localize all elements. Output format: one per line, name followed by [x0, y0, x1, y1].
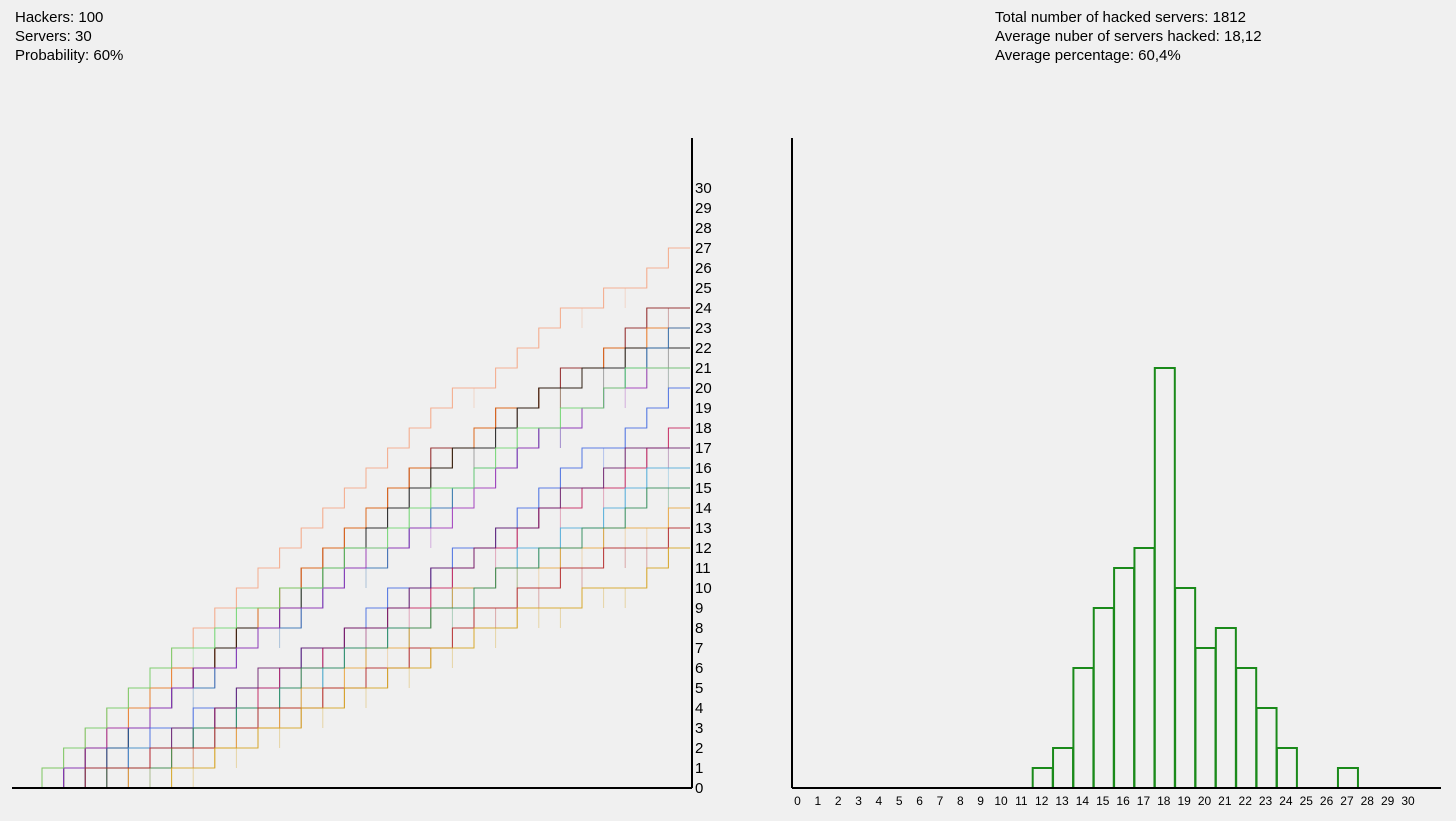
- paths-y-tick-12: 12: [695, 540, 712, 557]
- histogram-bar-21: [1214, 627, 1237, 789]
- hacker-path-13: [42, 487, 690, 789]
- histogram-x-tick-30: 30: [1401, 794, 1415, 808]
- histogram-x-tick-19: 19: [1177, 794, 1191, 808]
- run-parameters: Hackers: 100 Servers: 30 Probability: 60…: [15, 8, 123, 65]
- paths-y-tick-11: 11: [695, 560, 711, 577]
- paths-y-tick-10: 10: [695, 580, 712, 597]
- histogram-x-tick-5: 5: [896, 794, 903, 808]
- paths-y-tick-23: 23: [695, 320, 712, 337]
- paths-y-tick-1: 1: [695, 760, 703, 777]
- hacker-path-6: [42, 367, 690, 789]
- histogram-x-tick-24: 24: [1279, 794, 1293, 808]
- paths-y-tick-15: 15: [695, 480, 712, 497]
- paths-y-tick-17: 17: [695, 440, 712, 457]
- histogram-x-tick-27: 27: [1340, 794, 1354, 808]
- hacker-paths-chart: 0123456789101112131415161718192021222324…: [12, 138, 712, 797]
- average-percentage: Average percentage: 60,4%: [995, 47, 1181, 64]
- histogram-bar-12: [1031, 767, 1054, 789]
- histogram-bar-22: [1235, 667, 1258, 789]
- hacker-path-7: [41, 367, 690, 788]
- histogram-x-tick-29: 29: [1381, 794, 1395, 808]
- paths-y-tick-2: 2: [695, 740, 703, 757]
- paths-y-tick-6: 6: [695, 660, 703, 677]
- paths-y-tick-0: 0: [695, 780, 703, 797]
- histogram-bar-15: [1092, 607, 1115, 789]
- paths-y-tick-5: 5: [695, 680, 703, 697]
- total-hacked-servers: Total number of hacked servers: 1812: [995, 9, 1246, 26]
- histogram-x-tick-25: 25: [1300, 794, 1314, 808]
- histogram-x-tick-21: 21: [1218, 794, 1232, 808]
- histogram-x-tick-28: 28: [1361, 794, 1375, 808]
- histogram-bar-13: [1052, 747, 1075, 789]
- hackers-count: Hackers: 100: [15, 9, 104, 26]
- paths-y-tick-28: 28: [695, 220, 712, 237]
- servers-count: Servers: 30: [15, 28, 92, 45]
- histogram-bar-14: [1072, 667, 1095, 789]
- histogram-x-tick-7: 7: [937, 794, 944, 808]
- hacker-path-15: [42, 547, 690, 789]
- paths-y-tick-9: 9: [695, 600, 703, 617]
- histogram-x-tick-3: 3: [855, 794, 862, 808]
- histogram-x-tick-6: 6: [916, 794, 923, 808]
- histogram-bar-24: [1275, 747, 1298, 789]
- histogram-x-tick-20: 20: [1198, 794, 1212, 808]
- paths-y-tick-21: 21: [695, 360, 712, 377]
- histogram-bar-23: [1255, 707, 1278, 789]
- histogram-x-tick-4: 4: [876, 794, 883, 808]
- paths-y-tick-25: 25: [695, 280, 712, 297]
- histogram-bar-27: [1336, 767, 1359, 789]
- paths-y-tick-27: 27: [695, 240, 712, 257]
- histogram-x-tick-18: 18: [1157, 794, 1171, 808]
- histogram-bar-20: [1194, 647, 1217, 789]
- histogram-x-tick-12: 12: [1035, 794, 1049, 808]
- paths-y-tick-16: 16: [695, 460, 712, 477]
- histogram-bar-16: [1113, 567, 1136, 789]
- paths-y-tick-29: 29: [695, 200, 712, 217]
- histogram-bar-19: [1174, 587, 1197, 789]
- paths-y-tick-19: 19: [695, 400, 712, 417]
- histogram-x-tick-8: 8: [957, 794, 964, 808]
- paths-y-tick-20: 20: [695, 380, 712, 397]
- paths-y-tick-24: 24: [695, 300, 712, 317]
- histogram-x-tick-15: 15: [1096, 794, 1110, 808]
- paths-y-tick-8: 8: [695, 620, 703, 637]
- histogram-x-tick-2: 2: [835, 794, 842, 808]
- hacked-servers-histogram: 0 1 2 3 4 5 6 7 8 9 10 11 12 13 14 15 16 17 18 19 20 21 22 23 24…: [791, 138, 1441, 808]
- average-servers-hacked: Average nuber of servers hacked: 18,12: [995, 28, 1262, 45]
- histogram-bar-17: [1133, 547, 1156, 789]
- paths-y-tick-13: 13: [695, 520, 712, 537]
- paths-y-tick-18: 18: [695, 420, 712, 437]
- histogram-x-tick-22: 22: [1239, 794, 1253, 808]
- histogram-x-tick-23: 23: [1259, 794, 1273, 808]
- histogram-bar-18: [1153, 367, 1176, 789]
- histogram-x-tick-26: 26: [1320, 794, 1334, 808]
- histogram-x-tick-9: 9: [977, 794, 984, 808]
- histogram-x-tick-1: 1: [815, 794, 822, 808]
- paths-y-tick-3: 3: [695, 720, 703, 737]
- histogram-x-tick-16: 16: [1116, 794, 1130, 808]
- histogram-x-tick-11: 11: [1015, 794, 1028, 808]
- probability: Probability: 60%: [15, 47, 124, 64]
- histogram-x-tick-10: 10: [994, 794, 1008, 808]
- paths-y-tick-22: 22: [695, 340, 712, 357]
- paths-y-tick-14: 14: [695, 500, 712, 517]
- paths-y-tick-4: 4: [695, 700, 703, 717]
- paths-y-tick-26: 26: [695, 260, 712, 277]
- histogram-x-tick-13: 13: [1055, 794, 1069, 808]
- histogram-x-tick-0: 0: [794, 794, 801, 808]
- histogram-x-tick-17: 17: [1137, 794, 1151, 808]
- paths-y-tick-30: 30: [695, 180, 712, 197]
- paths-y-tick-7: 7: [695, 640, 703, 657]
- run-statistics: Total number of hacked servers: 1812 Ave…: [995, 8, 1262, 65]
- histogram-x-tick-14: 14: [1076, 794, 1090, 808]
- hacker-path-14: [42, 527, 690, 789]
